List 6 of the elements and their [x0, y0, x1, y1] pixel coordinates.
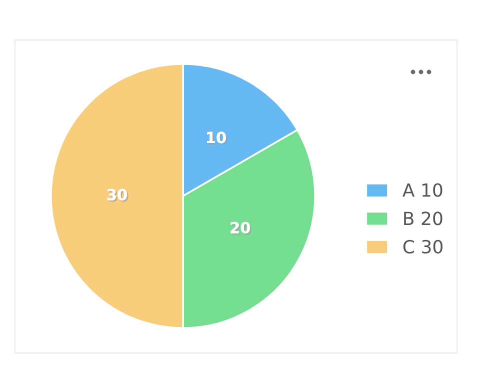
data-label: 10: [207, 132, 228, 145]
legend-label: A 10: [402, 183, 442, 197]
legend-label: B 20: [404, 212, 442, 226]
legend-label: C 30: [403, 240, 442, 254]
data-label: 20: [230, 222, 252, 235]
data-label: 30: [107, 188, 128, 202]
